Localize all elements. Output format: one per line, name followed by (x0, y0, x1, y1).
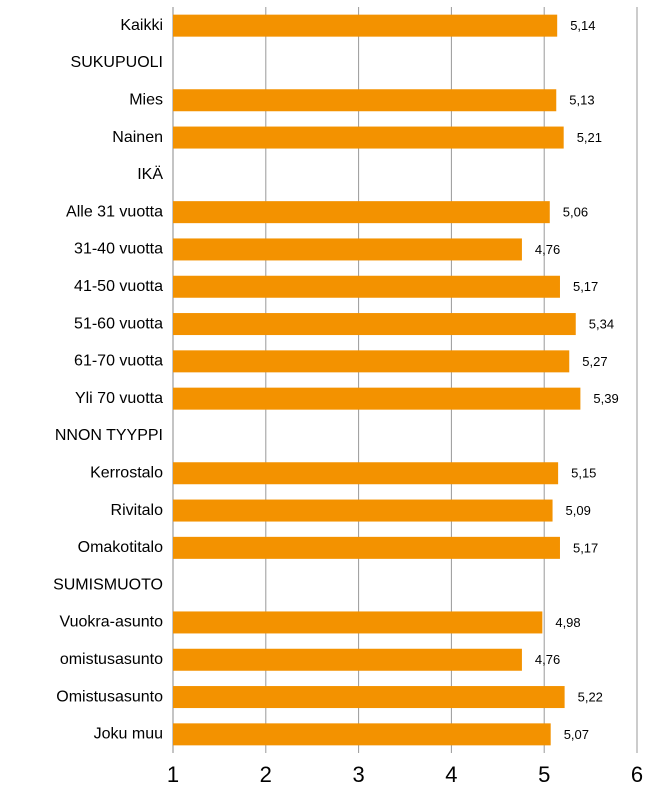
data-label: 4,76 (535, 652, 560, 667)
y-tick-label: 61-70 vuotta (74, 353, 163, 370)
y-tick-label: 51-60 vuotta (74, 315, 163, 332)
bar (173, 387, 581, 410)
y-tick-label: Mies (129, 91, 163, 108)
bar (173, 686, 565, 709)
data-label: 5,21 (577, 130, 602, 145)
bar (173, 536, 560, 559)
x-tick-label: 4 (445, 762, 457, 787)
y-tick-label: Kerrostalo (90, 464, 163, 481)
x-tick-label: 3 (352, 762, 364, 787)
data-label: 5,09 (566, 503, 591, 518)
bar (173, 648, 522, 671)
y-tick-label: Omistusasunto (56, 688, 163, 705)
y-tick-label: Omakotitalo (78, 539, 163, 556)
y-tick-label: Vuokra-asunto (60, 614, 164, 631)
y-tick-label: IKÄ (137, 165, 163, 183)
data-label: 5,22 (578, 689, 603, 704)
data-label: 5,27 (582, 354, 607, 369)
y-tick-label: 41-50 vuotta (74, 278, 163, 295)
data-label: 5,39 (593, 391, 618, 406)
bar (173, 89, 557, 112)
data-label: 4,98 (555, 615, 580, 630)
data-label: 5,06 (563, 205, 588, 220)
bar (173, 126, 564, 149)
data-label: 5,15 (571, 466, 596, 481)
y-tick-label: Yli 70 vuotta (75, 390, 163, 407)
data-label: 4,76 (535, 242, 560, 257)
y-tick-label: Joku muu (94, 726, 163, 743)
y-tick-label: Alle 31 vuotta (66, 203, 163, 220)
bar (173, 611, 543, 634)
x-tick-label: 2 (260, 762, 272, 787)
y-tick-label: SUMISMUOTO (53, 576, 163, 593)
x-tick-label: 5 (538, 762, 550, 787)
y-tick-label: Kaikki (120, 17, 163, 34)
data-label: 5,14 (570, 18, 595, 33)
bar (173, 499, 553, 522)
bar (173, 350, 570, 373)
x-tick-label: 6 (631, 762, 643, 787)
bar (173, 275, 560, 298)
data-label: 5,17 (573, 279, 598, 294)
bar (173, 723, 551, 746)
x-tick-label: 1 (167, 762, 179, 787)
data-label: 5,07 (564, 727, 589, 742)
bar (173, 462, 559, 485)
y-tick-label: 31-40 vuotta (74, 241, 163, 258)
data-label: 5,17 (573, 540, 598, 555)
y-tick-label: Rivitalo (111, 502, 164, 519)
bar (173, 313, 576, 336)
y-tick-label: Nainen (112, 129, 163, 146)
bar (173, 201, 550, 224)
y-tick-label: NNON TYYPPI (55, 427, 163, 444)
data-label: 5,34 (589, 316, 614, 331)
y-tick-label: SUKUPUOLI (71, 54, 163, 71)
bar (173, 14, 558, 37)
bar (173, 238, 522, 261)
data-label: 5,13 (569, 93, 594, 108)
y-tick-label: omistusasunto (60, 651, 163, 668)
